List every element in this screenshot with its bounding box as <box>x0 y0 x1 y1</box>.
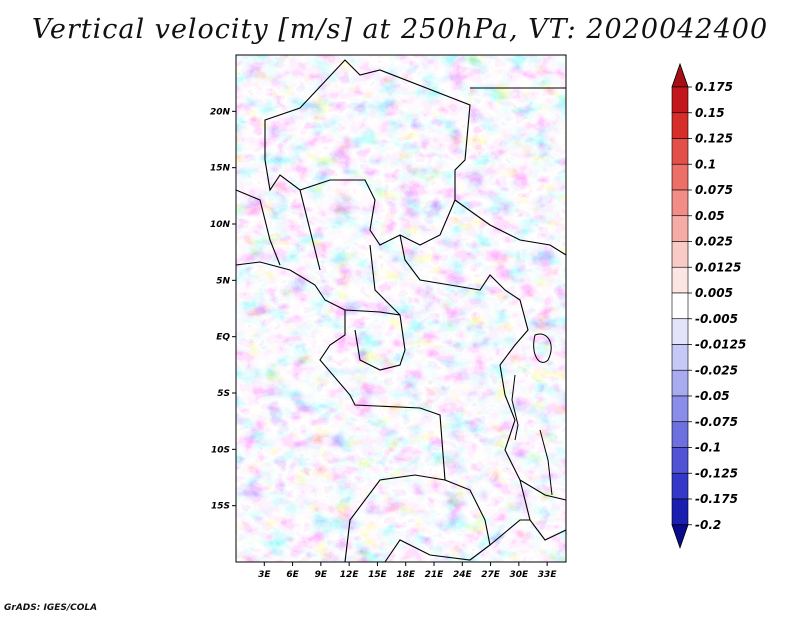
colorbar-label: 0.005 <box>695 286 733 300</box>
credit-text: GrADS: IGES/COLA <box>4 603 98 613</box>
colorbar-label: -0.0125 <box>695 338 746 352</box>
colorbar-segment <box>671 189 689 217</box>
lat-label: 15S <box>211 502 230 512</box>
colorbar-label: 0.15 <box>695 106 725 120</box>
colorbar-label: 0.125 <box>695 132 733 146</box>
lat-label: 10S <box>211 445 230 455</box>
colorbar-segment <box>671 292 689 320</box>
colorbar-label: -0.125 <box>695 466 738 480</box>
colorbar-label: -0.175 <box>695 492 738 506</box>
colorbar-segment <box>671 318 689 345</box>
lon-label: 12E <box>340 570 360 580</box>
latitude-axis: 20N 15N 10N 5N EQ 5S 10S 15S <box>210 107 236 512</box>
lat-label: EQ <box>216 333 230 343</box>
colorbar-label: -0.005 <box>695 312 738 326</box>
colorbar-label: -0.05 <box>695 389 730 403</box>
colorbar: 0.175 0.15 0.125 0.1 0.075 0.05 0.025 0.0125 0.0… <box>671 62 746 549</box>
colorbar-segment <box>671 369 689 397</box>
lon-label: 3E <box>258 570 271 580</box>
lon-label: 21E <box>425 570 445 580</box>
colorbar-segment <box>671 472 689 500</box>
colorbar-bottom-arrow <box>671 524 689 549</box>
colorbar-segment <box>671 241 689 268</box>
velocity-field <box>236 55 566 562</box>
colorbar-label: 0.075 <box>695 183 733 197</box>
colorbar-label: -0.075 <box>695 415 738 429</box>
colorbar-label: -0.1 <box>695 441 721 455</box>
country-borders <box>235 59 567 563</box>
lakes <box>511 333 553 496</box>
colorbar-segment <box>671 395 689 423</box>
lat-label: 20N <box>210 107 231 117</box>
colorbar-segment <box>671 112 689 139</box>
colorbar-label: 0.05 <box>695 209 725 223</box>
colorbar-label: -0.025 <box>695 363 738 377</box>
lon-label: 27E <box>481 570 501 580</box>
lon-label: 24E <box>453 570 473 580</box>
lon-label: 33E <box>538 570 558 580</box>
colorbar-label: 0.175 <box>695 80 733 94</box>
lat-label: 10N <box>210 220 231 230</box>
lon-label: 30E <box>510 570 530 580</box>
colorbar-label: -0.2 <box>695 518 721 532</box>
longitude-axis: 3E 6E 9E 12E 15E 18E 21E 24E 27E 30E 33E <box>258 562 557 580</box>
lat-label: 15N <box>210 164 231 174</box>
colorbar-segment <box>671 421 689 448</box>
lon-label: 15E <box>368 570 388 580</box>
map-title: Vertical velocity [m/s] at 250hPa, VT: 2… <box>31 14 769 45</box>
lat-label: 5N <box>216 276 230 286</box>
colorbar-label: 0.0125 <box>695 260 741 274</box>
colorbar-segment <box>671 498 689 526</box>
colorbar-segment <box>671 86 689 114</box>
colorbar-segment <box>671 138 689 165</box>
colorbar-segment <box>671 447 689 474</box>
colorbar-segment <box>671 266 689 294</box>
lat-label: 5S <box>217 389 230 399</box>
colorbar-segment <box>671 163 689 191</box>
colorbar-segment <box>671 215 689 242</box>
colorbar-label: 0.025 <box>695 235 733 249</box>
lon-label: 6E <box>286 570 299 580</box>
map-frame <box>235 54 567 563</box>
lon-label: 9E <box>315 570 328 580</box>
colorbar-top-arrow <box>671 62 689 88</box>
colorbar-label: 0.1 <box>695 157 716 171</box>
lon-label: 18E <box>396 570 416 580</box>
colorbar-segment <box>671 344 689 371</box>
